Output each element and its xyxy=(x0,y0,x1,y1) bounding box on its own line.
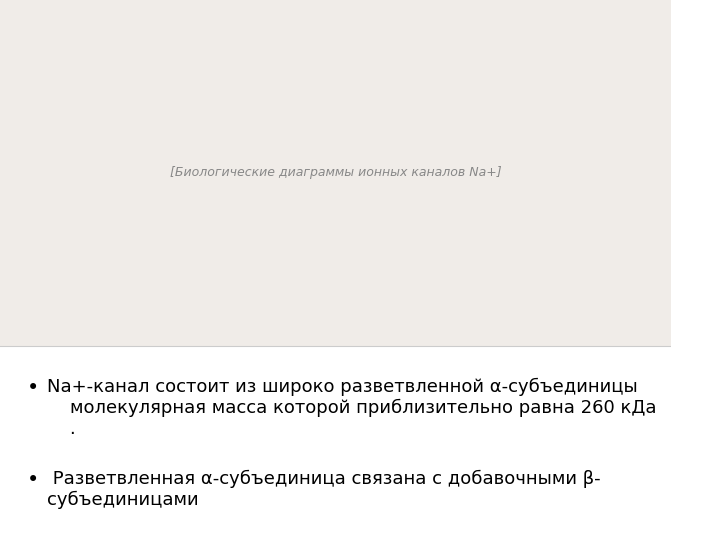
Text: [Биологические диаграммы ионных каналов Na+]: [Биологические диаграммы ионных каналов … xyxy=(170,166,501,179)
Text: •: • xyxy=(27,470,39,490)
Text: Na+-канал состоит из широко разветвленной α-субъединицы
    молекулярная масса к: Na+-канал состоит из широко разветвленно… xyxy=(47,378,657,438)
Text: •: • xyxy=(27,378,39,398)
FancyBboxPatch shape xyxy=(0,0,671,346)
Text: Разветвленная α-субъединица связана с добавочными β-
субъединицами: Разветвленная α-субъединица связана с до… xyxy=(47,470,600,509)
